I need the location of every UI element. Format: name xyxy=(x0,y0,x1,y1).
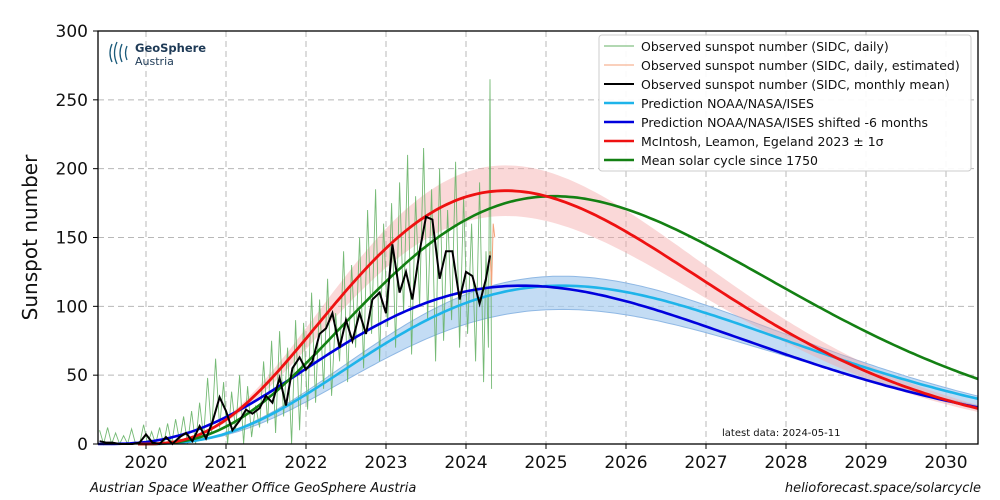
x-axis: 2020 2021 2022 2023 2024 2025 2026 2027 2028 2029… xyxy=(124,444,968,473)
x-tick-label: 2022 xyxy=(284,453,327,473)
x-tick-label: 2023 xyxy=(364,453,407,473)
series-mcintosh xyxy=(138,189,979,446)
x-tick-label: 2028 xyxy=(764,453,807,473)
legend-label: Observed sunspot number (SIDC, monthly m… xyxy=(641,77,950,92)
series-observed-daily xyxy=(99,79,493,446)
series-noaa-shifted xyxy=(98,284,979,446)
y-tick-label: 200 xyxy=(56,160,88,180)
legend-label: Mean solar cycle since 1750 xyxy=(641,153,818,168)
logo-mark-icon xyxy=(109,41,128,65)
y-tick-label: 150 xyxy=(56,229,88,249)
x-tick-label: 2030 xyxy=(924,453,967,473)
x-tick-label: 2027 xyxy=(684,453,727,473)
series-observed-monthly xyxy=(99,215,491,446)
y-axis: 0 50 100 150 200 250 300 xyxy=(56,22,98,455)
x-tick-label: 2026 xyxy=(604,453,647,473)
series-mean-cycle xyxy=(138,194,979,446)
legend-label: Observed sunspot number (SIDC, daily, es… xyxy=(641,58,960,73)
legend-label: McIntosh, Leamon, Egeland 2023 ± 1σ xyxy=(641,134,884,149)
geosphere-logo: GeoSphere Austria xyxy=(109,41,206,68)
y-axis-label: Sunspot number xyxy=(18,154,42,320)
legend-box xyxy=(598,34,972,172)
x-tick-label: 2021 xyxy=(204,453,247,473)
footer-left: Austrian Space Weather Office GeoSphere … xyxy=(90,481,417,496)
x-tick-label: 2029 xyxy=(844,453,887,473)
legend-label: Prediction NOAA/NASA/ISES xyxy=(641,96,814,111)
legend-label: Prediction NOAA/NASA/ISES shifted -6 mon… xyxy=(641,115,928,130)
y-tick-label: 300 xyxy=(56,22,88,42)
series-observed-daily-estimated xyxy=(489,223,496,286)
x-tick-label: 2024 xyxy=(444,453,487,473)
legend: Observed sunspot number (SIDC, daily) Obs… xyxy=(598,34,972,172)
x-tick-label: 2020 xyxy=(124,453,167,473)
y-tick-label: 250 xyxy=(56,91,88,111)
legend-label: Observed sunspot number (SIDC, daily) xyxy=(641,39,889,54)
latest-data-annotation: latest data: 2024-05-11 xyxy=(722,428,840,439)
y-tick-label: 100 xyxy=(56,297,88,317)
x-tick-label: 2025 xyxy=(524,453,567,473)
y-tick-label: 50 xyxy=(66,366,88,386)
logo-line1: GeoSphere xyxy=(135,41,206,55)
mcintosh-uncertainty-band xyxy=(138,165,978,444)
logo-line2: Austria xyxy=(135,55,174,68)
series-lines xyxy=(98,79,979,446)
y-tick-label: 0 xyxy=(77,435,88,455)
footer-right: helioforecast.space/solarcycle xyxy=(784,481,981,496)
